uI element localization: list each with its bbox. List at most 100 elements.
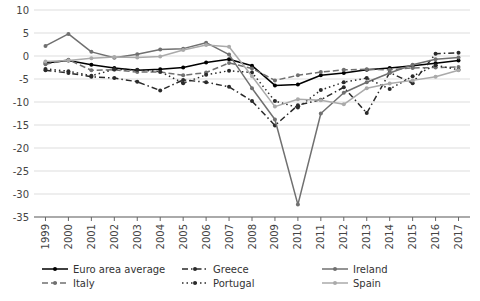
x-tick	[229, 217, 230, 221]
legend-label: Euro area average	[73, 264, 165, 275]
series-point	[204, 80, 208, 84]
series-line	[45, 60, 458, 81]
y-tick-label: -20	[13, 143, 29, 154]
series-point	[250, 66, 254, 70]
series-point	[319, 98, 323, 102]
x-tick-label: 2001	[86, 224, 97, 249]
x-tick	[343, 217, 344, 221]
series-point	[227, 85, 231, 89]
x-tick-label: 2015	[407, 224, 418, 249]
x-tick-label: 2004	[155, 224, 166, 249]
series-point	[411, 74, 415, 78]
x-tick	[68, 217, 69, 221]
series-point	[158, 70, 162, 74]
series-point	[43, 60, 47, 64]
series-point	[365, 68, 369, 72]
series-point	[457, 51, 461, 55]
y-tick-label: 5	[23, 28, 29, 39]
legend-marker	[193, 281, 197, 285]
series-point	[434, 63, 438, 67]
series-line	[45, 65, 458, 107]
x-tick-label: 2000	[63, 224, 74, 249]
legend-label: Spain	[353, 278, 381, 289]
chart: 1050-5-10-15-20-25-30-351999200020012002…	[0, 0, 480, 301]
series-point	[296, 83, 300, 87]
y-tick-label: -5	[19, 74, 29, 85]
series-point	[158, 70, 162, 74]
x-tick	[45, 217, 46, 221]
x-tick	[183, 217, 184, 221]
series-point	[457, 55, 461, 59]
series-point	[250, 86, 254, 90]
series-point	[342, 91, 346, 95]
x-tick	[160, 217, 161, 221]
series-point	[342, 102, 346, 106]
series-point	[66, 59, 70, 63]
series-line	[45, 45, 458, 107]
series-point	[273, 105, 277, 109]
grid-line	[34, 56, 470, 57]
series-point	[43, 44, 47, 48]
series-point	[457, 68, 461, 72]
series-point	[181, 66, 185, 70]
series-point	[296, 97, 300, 101]
series-line	[45, 53, 458, 126]
series-point	[66, 69, 70, 73]
x-tick-label: 2009	[269, 224, 280, 249]
x-tick	[91, 217, 92, 221]
series-point	[135, 80, 139, 84]
series-point	[365, 86, 369, 90]
series-point	[273, 78, 277, 82]
x-tick	[435, 217, 436, 221]
series-point	[388, 82, 392, 86]
series-point	[227, 69, 231, 73]
legend-marker	[193, 267, 197, 271]
series-point	[89, 74, 93, 78]
series-point	[112, 68, 116, 72]
series-point	[365, 111, 369, 115]
series-point	[365, 76, 369, 80]
x-tick-label: 2005	[178, 224, 189, 249]
x-tick	[320, 217, 321, 221]
series-point	[365, 80, 369, 84]
grid-line	[34, 194, 470, 195]
series-point	[89, 75, 93, 79]
series-point	[434, 75, 438, 79]
series-point	[273, 99, 277, 103]
series-point	[273, 83, 277, 87]
series-point	[273, 117, 277, 121]
series-point	[250, 99, 254, 103]
series-point	[319, 70, 323, 74]
series-point	[112, 67, 116, 71]
y-tick-label: -30	[13, 189, 29, 200]
series-point	[434, 52, 438, 56]
series-point	[296, 203, 300, 207]
y-grid	[34, 10, 470, 217]
series-point	[135, 55, 139, 59]
x-tick	[458, 217, 459, 221]
series-point	[319, 88, 323, 92]
series-point	[296, 73, 300, 77]
x-tick-label: 2006	[201, 224, 212, 249]
legend-marker	[333, 281, 337, 285]
series-point	[112, 56, 116, 60]
legend-label: Ireland	[353, 264, 388, 275]
x-tick	[297, 217, 298, 221]
x-tick	[389, 217, 390, 221]
legend-marker	[333, 267, 337, 271]
series-point	[89, 63, 93, 67]
series-point	[66, 58, 70, 62]
series-point	[388, 87, 392, 91]
x-tick-label: 2007	[224, 224, 235, 249]
series-point	[365, 67, 369, 71]
grid-line	[34, 79, 470, 80]
series-point	[112, 76, 116, 80]
y-tick-label: -10	[13, 97, 29, 108]
x-tick	[366, 217, 367, 221]
series-point	[181, 48, 185, 52]
plot-area	[43, 32, 460, 207]
x-tick-label: 2011	[315, 224, 326, 249]
series-point	[89, 56, 93, 60]
y-tick-label: 0	[23, 51, 29, 62]
series-point	[66, 32, 70, 36]
